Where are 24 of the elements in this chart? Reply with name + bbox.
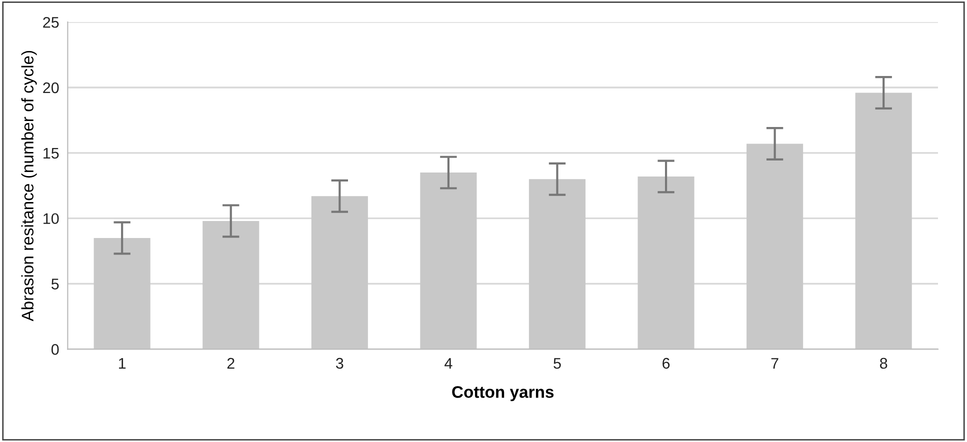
x-tick-label: 7: [771, 358, 778, 369]
bar: [855, 92, 912, 350]
x-tick-label: 6: [662, 358, 670, 369]
y-tick-label: 10: [44, 213, 59, 224]
x-axis-title: Cotton yarns: [452, 386, 554, 402]
x-tick-label: 5: [554, 358, 561, 369]
x-tick-label: 2: [227, 358, 234, 369]
y-tick-label: 20: [43, 82, 59, 94]
x-tick-label: 1: [119, 358, 126, 369]
bar: [746, 144, 804, 350]
y-axis-title: Abrasion resitance (number of cycle): [21, 50, 37, 322]
bar: [528, 179, 586, 350]
bar: [202, 220, 260, 350]
bar: [94, 238, 150, 350]
y-tick-label: 25: [43, 16, 59, 28]
bar: [420, 172, 477, 350]
x-tick-label: 4: [444, 358, 452, 369]
bar: [311, 196, 368, 350]
x-tick-label: 8: [880, 358, 888, 369]
y-tick-label: 15: [44, 148, 59, 159]
x-tick-label: 3: [336, 358, 344, 369]
y-tick-label: 5: [51, 278, 59, 290]
y-tick-label: 0: [51, 344, 59, 355]
bar: [638, 176, 694, 350]
